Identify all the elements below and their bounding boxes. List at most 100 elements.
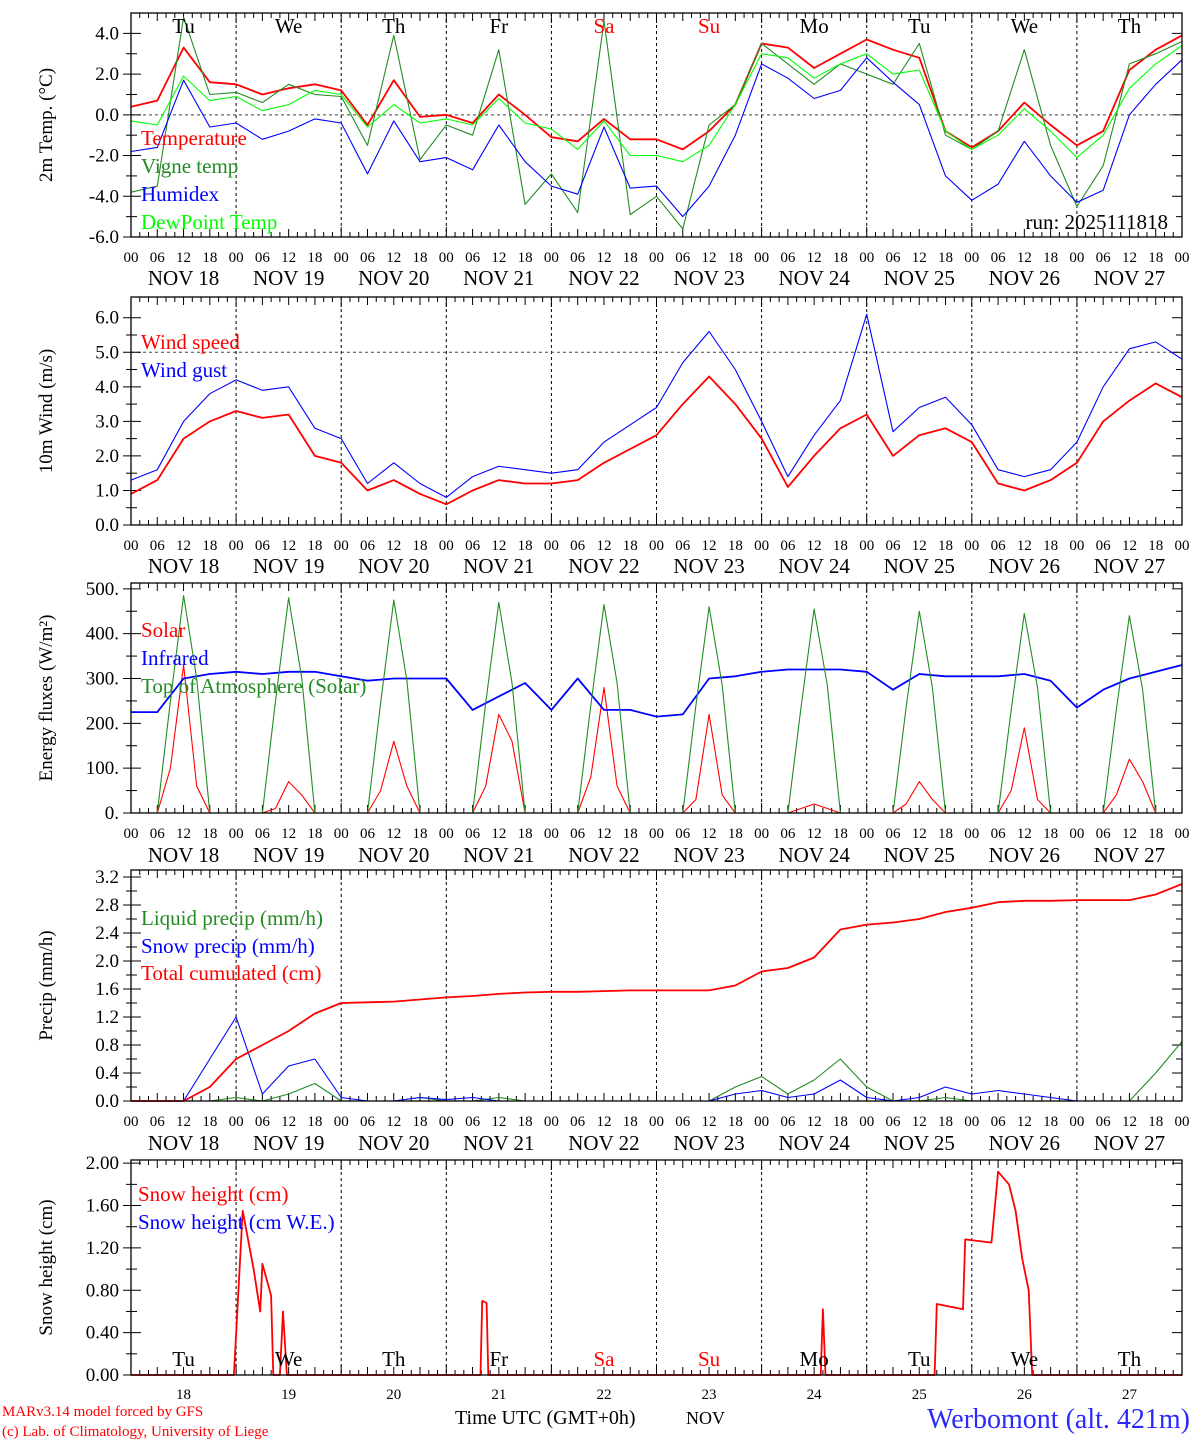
station-title: Werbomont (alt. 421m): [927, 1404, 1190, 1435]
x-hour-label: 12: [1122, 250, 1137, 266]
y-tick-label: 1.2: [95, 1007, 119, 1028]
x-date-label: NOV 21: [463, 554, 534, 578]
x-date-label: NOV 24: [778, 843, 850, 867]
panel-3: 0. 100. 200. 300. 400. 500. Energy fluxes (W/m…: [36, 579, 1190, 867]
legend-entry: Solar: [141, 618, 185, 642]
x-hour-label: 00: [649, 826, 664, 842]
x-date-label: NOV 26: [989, 843, 1060, 867]
x-axis-title: Time UTC (GMT+0h): [455, 1407, 636, 1429]
x-hour-label: 06: [570, 826, 586, 842]
y-tick-label: 0.00: [86, 1365, 119, 1386]
x-hour-label: 00: [334, 1114, 349, 1130]
y-tick-label: 200.: [86, 713, 119, 734]
x-hour-label: 00: [439, 826, 454, 842]
x-date-label: NOV 21: [463, 1131, 534, 1155]
x-hour-label: 12: [386, 826, 401, 842]
panel-frame: [130, 296, 1183, 526]
x-hour-label: 00: [334, 826, 349, 842]
x-hour-label: 18: [1148, 826, 1163, 842]
x-hour-label: 00: [964, 826, 979, 842]
x-hour-label: 06: [360, 538, 376, 554]
x-hour-label: 06: [675, 1114, 691, 1130]
x-hour-label: 00: [439, 1114, 454, 1130]
x-hour-label: 06: [780, 1114, 796, 1130]
x-hour-label: 12: [596, 826, 611, 842]
x-date-label: NOV 23: [673, 266, 744, 290]
x-date-label: NOV 21: [463, 266, 534, 290]
x-date-label: NOV 19: [253, 266, 324, 290]
day-name-label: Th: [1118, 14, 1142, 38]
y-tick-label: 2.4: [95, 923, 119, 944]
x-hour-label: 06: [675, 538, 691, 554]
x-date-label: NOV 22: [568, 554, 639, 578]
x-day-number: 25: [912, 1387, 927, 1403]
y-tick-label: 0.80: [86, 1280, 119, 1301]
panel-frame: [130, 12, 1183, 238]
x-hour-label: 06: [360, 826, 376, 842]
x-hour-label: 18: [728, 250, 743, 266]
x-hour-label: 00: [1069, 538, 1084, 554]
series-line-infrared: [131, 664, 1183, 718]
legend-entry: Humidex: [141, 182, 220, 206]
x-date-label: NOV 27: [1094, 843, 1165, 867]
x-hour-label: 00: [859, 538, 874, 554]
x-hour-label: 00: [754, 826, 769, 842]
x-hour-label: 00: [649, 1114, 664, 1130]
x-hour-label: 12: [1122, 538, 1137, 554]
day-name-label: Su: [698, 14, 721, 38]
x-day-number: 26: [1017, 1387, 1033, 1403]
x-date-label: NOV 22: [568, 266, 639, 290]
x-hour-label: 18: [518, 538, 533, 554]
y-tick-label: 1.20: [86, 1238, 119, 1259]
x-date-label: NOV 25: [884, 843, 955, 867]
day-name-label: Fr: [490, 1347, 509, 1371]
x-hour-label: 06: [570, 1114, 586, 1130]
x-hour-label: 18: [518, 250, 533, 266]
series-line-wind-speed: [130, 375, 1183, 506]
day-name-label: Sa: [593, 1347, 615, 1371]
legend-entry: Snow height (cm): [138, 1182, 288, 1206]
x-date-label: NOV 22: [568, 1131, 639, 1155]
x-hour-label: 12: [491, 826, 506, 842]
x-hour-label: 06: [255, 250, 271, 266]
x-hour-label: 00: [124, 1114, 139, 1130]
run-label: run: 2025111818: [1025, 210, 1168, 234]
x-hour-label: 00: [1175, 826, 1190, 842]
x-hour-label: 06: [465, 826, 481, 842]
model-credit: MARv3.14 model forced by GFS: [2, 1404, 203, 1420]
x-hour-label: 06: [780, 826, 796, 842]
x-day-number: 18: [176, 1387, 191, 1403]
x-date-label: NOV 18: [148, 554, 219, 578]
y-tick-label: 2.0: [95, 64, 119, 85]
legend-entry: Snow height (cm W.E.): [138, 1210, 335, 1234]
y-tick-label: 2.8: [95, 895, 119, 916]
x-hour-label: 12: [176, 538, 191, 554]
x-hour-label: 18: [1043, 826, 1058, 842]
x-hour-label: 18: [1043, 250, 1058, 266]
x-hour-label: 12: [281, 250, 296, 266]
day-name-label: Mo: [800, 1347, 829, 1371]
panel-2: 0.0 1.0 2.0 3.0 4.0 5.0 6.0 10m Wind (m/s) Wind …: [36, 296, 1190, 578]
y-tick-label: -6.0: [89, 227, 119, 248]
x-hour-label: 12: [281, 538, 296, 554]
legend-entry: Infrared: [141, 646, 209, 670]
y-tick-label: 100.: [86, 758, 119, 779]
x-hour-label: 12: [1017, 1114, 1032, 1130]
x-hour-label: 12: [807, 250, 822, 266]
x-hour-label: 12: [596, 538, 611, 554]
x-hour-label: 18: [728, 826, 743, 842]
x-date-label: NOV 19: [253, 1131, 324, 1155]
x-hour-label: 00: [334, 538, 349, 554]
y-tick-label: 4.0: [95, 23, 119, 44]
series-line-wind-gust: [130, 313, 1183, 498]
x-hour-label: 06: [150, 538, 166, 554]
x-hour-label: 00: [754, 1114, 769, 1130]
x-hour-label: 18: [307, 826, 322, 842]
x-hour-label: 00: [1069, 250, 1084, 266]
x-date-label: NOV 25: [884, 266, 955, 290]
x-date-label: NOV 20: [358, 1131, 429, 1155]
x-hour-label: 06: [885, 250, 901, 266]
x-hour-label: 00: [544, 826, 559, 842]
day-name-label: Tu: [908, 1347, 931, 1371]
day-name-label: Mo: [800, 14, 829, 38]
